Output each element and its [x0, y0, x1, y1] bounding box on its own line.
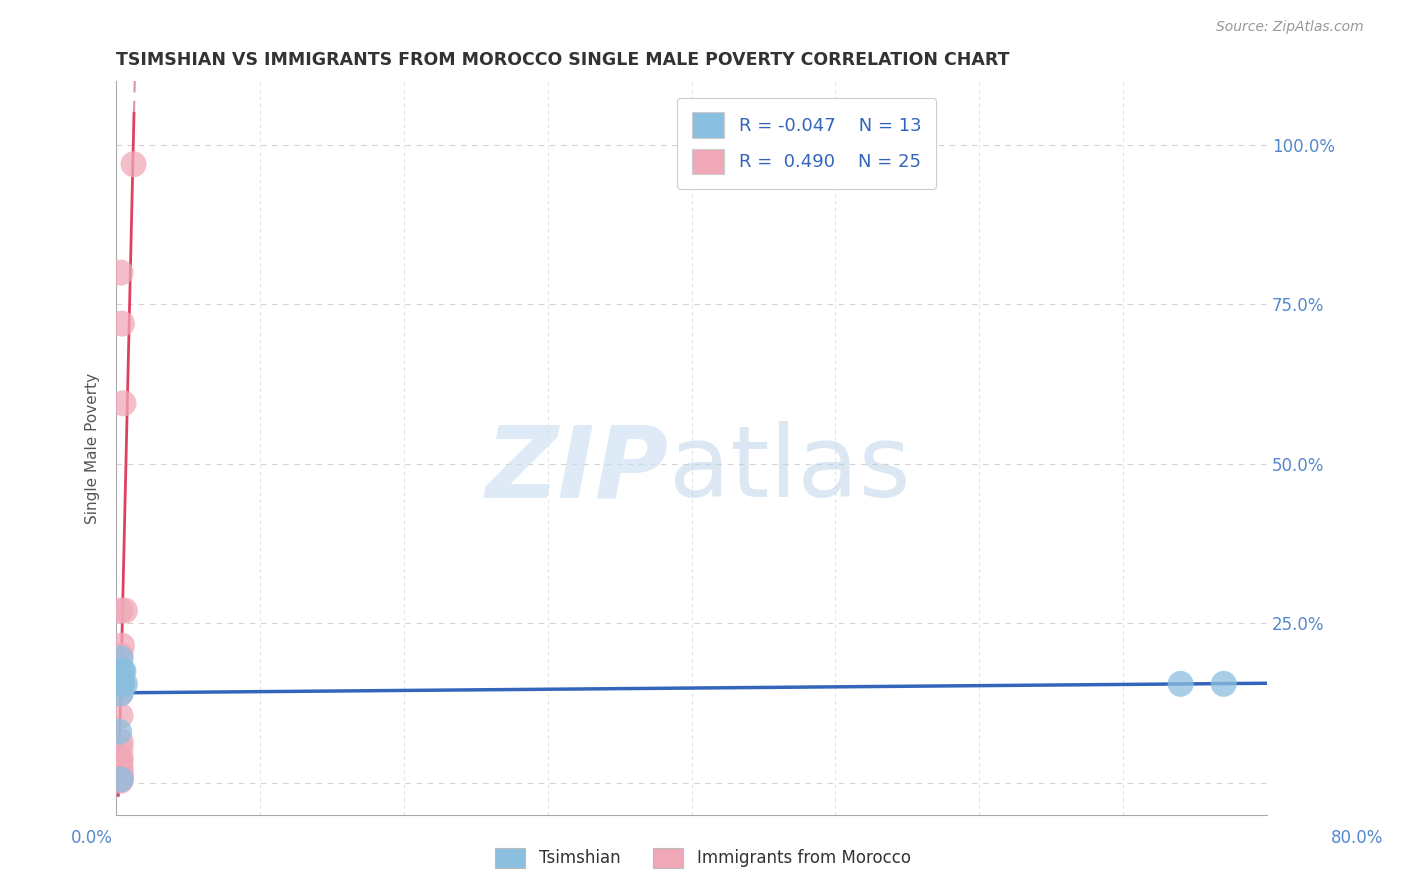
Point [1170, 677, 1192, 691]
Point [110, 734, 132, 748]
Point [112, 664, 135, 678]
Point [110, 603, 132, 617]
Point [110, 266, 132, 280]
Legend: R = -0.047    N = 13, R =  0.490    N = 25: R = -0.047 N = 13, R = 0.490 N = 25 [678, 98, 936, 188]
Point [110, 766, 132, 780]
Point [114, 603, 136, 617]
Point [110, 651, 132, 665]
Point [110, 648, 132, 662]
Point [110, 686, 132, 700]
Point [110, 708, 132, 723]
Point [110, 769, 132, 783]
Point [108, 664, 131, 678]
Text: Source: ZipAtlas.com: Source: ZipAtlas.com [1216, 21, 1364, 34]
Point [110, 677, 132, 691]
Point [112, 396, 135, 410]
Point [110, 769, 132, 783]
Point [110, 753, 132, 767]
Point [111, 317, 134, 331]
Text: ZIP: ZIP [485, 421, 669, 518]
Text: TSIMSHIAN VS IMMIGRANTS FROM MOROCCO SINGLE MALE POVERTY CORRELATION CHART: TSIMSHIAN VS IMMIGRANTS FROM MOROCCO SIN… [117, 51, 1010, 69]
Legend: Tsimshian, Immigrants from Morocco: Tsimshian, Immigrants from Morocco [488, 841, 918, 875]
Point [110, 664, 132, 678]
Point [110, 763, 132, 777]
Point [110, 750, 132, 764]
Point [1212, 677, 1234, 691]
Point [122, 157, 145, 171]
Point [110, 686, 132, 700]
Point [110, 772, 132, 787]
Point [111, 677, 134, 691]
Y-axis label: Single Male Poverty: Single Male Poverty [86, 372, 100, 524]
Text: 80.0%: 80.0% [1330, 829, 1384, 847]
Point [111, 677, 134, 691]
Point [110, 772, 132, 787]
Point [114, 677, 136, 691]
Point [108, 724, 131, 739]
Point [110, 740, 132, 755]
Text: 0.0%: 0.0% [70, 829, 112, 847]
Text: atlas: atlas [669, 421, 910, 518]
Point [111, 639, 134, 653]
Point [111, 664, 134, 678]
Point [110, 673, 132, 688]
Point [110, 773, 132, 788]
Point [110, 760, 132, 774]
Point [110, 771, 132, 785]
